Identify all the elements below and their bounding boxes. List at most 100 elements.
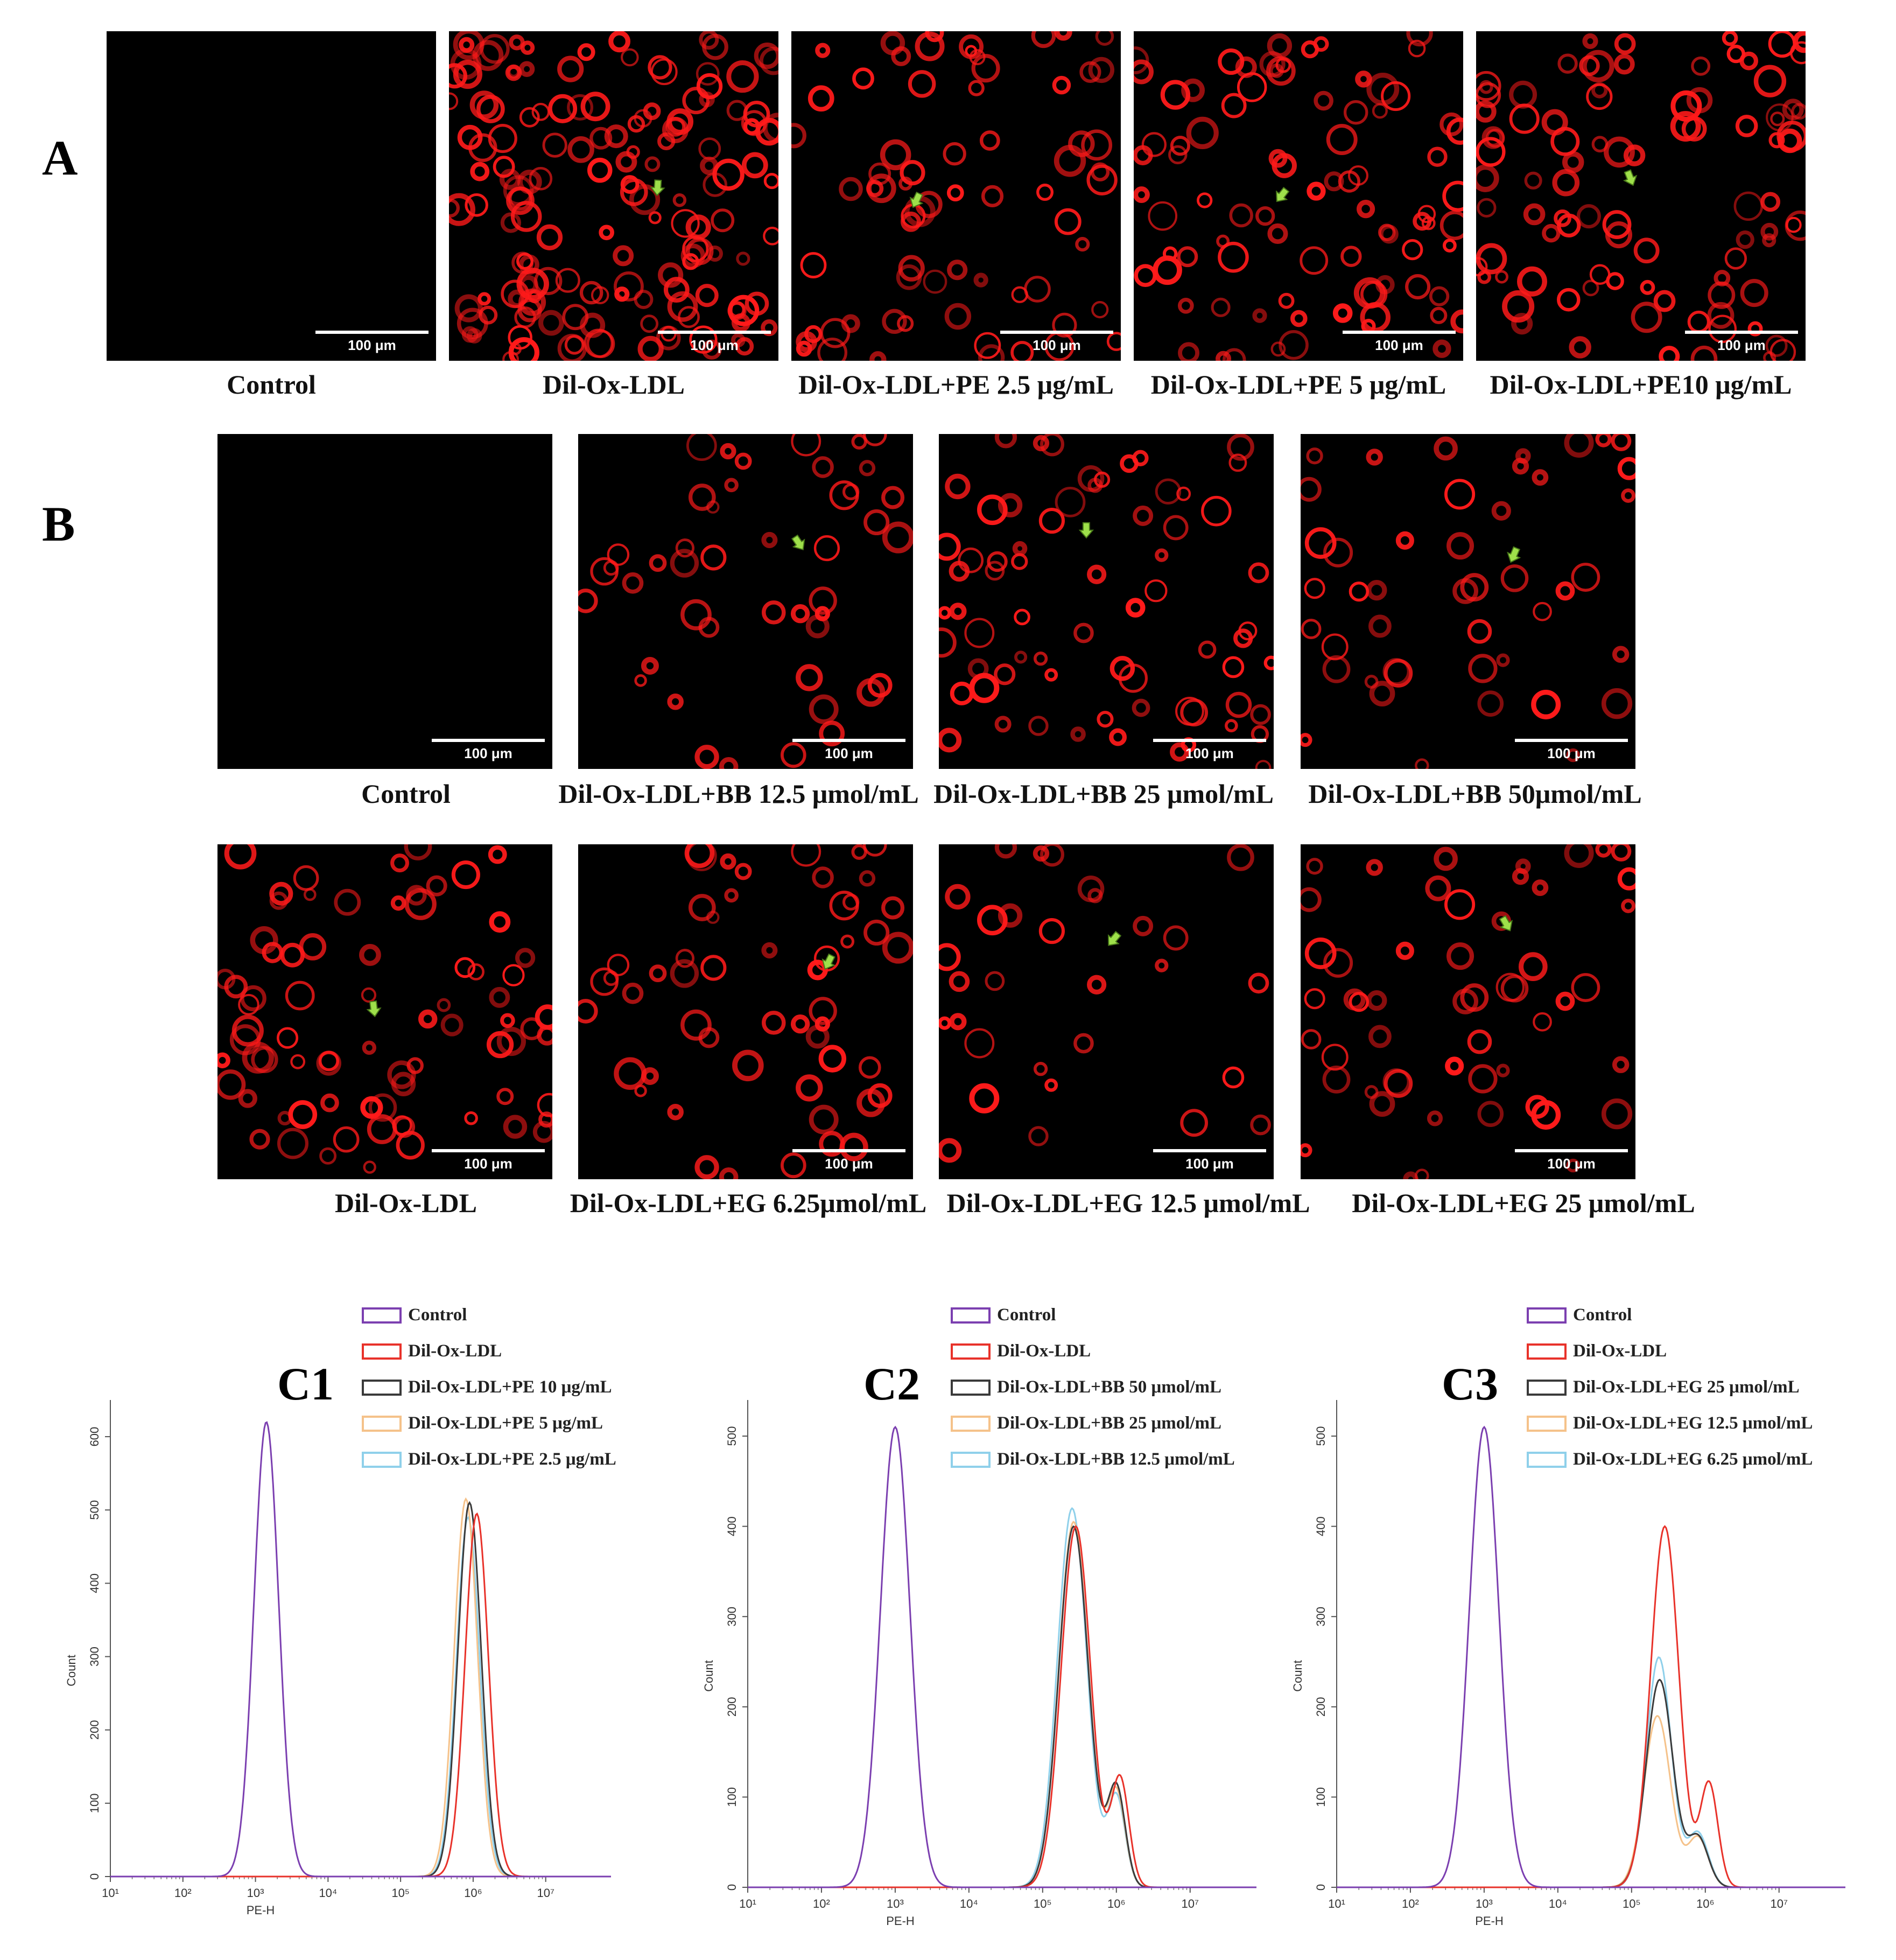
cell-blob bbox=[1509, 103, 1540, 134]
cell-blob bbox=[945, 473, 971, 500]
cell-blob bbox=[973, 272, 988, 288]
cell-blob bbox=[621, 48, 639, 67]
cell-blob bbox=[731, 333, 746, 348]
micrograph-a-5: 100 μm bbox=[1476, 31, 1806, 361]
cell-blob bbox=[1222, 656, 1245, 678]
legend-swatch bbox=[951, 1343, 991, 1360]
cell-blob bbox=[509, 34, 525, 51]
cell-blob bbox=[450, 48, 482, 80]
cell-blob bbox=[1525, 1095, 1549, 1119]
cell-blob bbox=[1445, 1056, 1464, 1076]
cell-blob bbox=[761, 319, 778, 337]
cell-blob bbox=[1052, 312, 1077, 338]
cell-blob bbox=[1582, 50, 1614, 82]
cell-blob bbox=[1500, 564, 1529, 592]
cell-blob bbox=[1477, 690, 1504, 717]
cell-blob bbox=[404, 844, 432, 860]
cell-blob bbox=[391, 1072, 416, 1097]
cell-blob bbox=[280, 942, 305, 968]
cell-blob bbox=[1417, 205, 1436, 223]
cell-blob bbox=[489, 986, 510, 1008]
cell-blob bbox=[579, 281, 603, 305]
cell-blob bbox=[700, 544, 727, 571]
cell-blob bbox=[1477, 270, 1492, 284]
cell-blob bbox=[719, 1167, 739, 1179]
cell-blob bbox=[1079, 61, 1101, 83]
cell-blob bbox=[520, 1017, 543, 1040]
cell-blob bbox=[734, 452, 752, 470]
cell-blob bbox=[440, 1013, 464, 1037]
cell-blob bbox=[1028, 1126, 1049, 1146]
cell-blob bbox=[1268, 149, 1288, 168]
y-tick-label: 200 bbox=[88, 1720, 101, 1740]
cell-blob bbox=[1612, 1056, 1630, 1073]
cell-blob bbox=[1523, 203, 1546, 226]
cell-blob bbox=[745, 291, 769, 316]
micrograph-b1-3: 100 μm bbox=[939, 434, 1274, 769]
y-tick-label: 100 bbox=[1314, 1787, 1328, 1807]
cell-blob bbox=[1087, 975, 1107, 995]
cell-blob bbox=[1442, 180, 1463, 212]
cell-blob bbox=[882, 521, 913, 554]
cell-blob bbox=[763, 227, 778, 246]
cell-blob bbox=[1576, 204, 1601, 229]
chart-id-c2: C2 bbox=[863, 1358, 921, 1410]
cell-blob bbox=[1429, 286, 1450, 306]
cell-blob bbox=[607, 954, 630, 976]
cell-blob bbox=[703, 172, 727, 197]
cell-blob bbox=[1517, 266, 1547, 297]
cell-blob bbox=[1532, 879, 1549, 896]
series-line bbox=[748, 1425, 1256, 1888]
cell-blob bbox=[809, 586, 837, 615]
cell-blob bbox=[1227, 844, 1254, 871]
cell-blob bbox=[580, 92, 610, 122]
cell-blob bbox=[1770, 111, 1785, 127]
cell-blob bbox=[680, 243, 706, 268]
cell-blob bbox=[1321, 1044, 1349, 1071]
cell-blob bbox=[479, 305, 498, 325]
cell-blob bbox=[1279, 330, 1309, 360]
cell-blob bbox=[859, 870, 876, 887]
cell-blob bbox=[682, 87, 710, 115]
cell-blob bbox=[1481, 126, 1505, 149]
cell-blob bbox=[1495, 270, 1508, 284]
cell-blob bbox=[1301, 733, 1312, 747]
cell-blob bbox=[971, 54, 1000, 83]
cell-blob bbox=[1306, 858, 1323, 875]
series-line bbox=[1337, 1525, 1845, 1888]
cell-blob bbox=[1382, 657, 1410, 685]
cell-blob bbox=[1055, 486, 1086, 517]
cell-blob bbox=[1733, 191, 1764, 221]
cell-blob bbox=[390, 895, 406, 911]
cell-blob bbox=[939, 1016, 952, 1030]
cell-blob bbox=[1132, 450, 1149, 466]
cell-blob bbox=[1290, 310, 1308, 327]
legend-swatch bbox=[951, 1380, 991, 1396]
cell-blob bbox=[269, 881, 293, 906]
legend-label: Dil-Ox-LDL+PE 10 μg/mL bbox=[408, 1377, 612, 1397]
cell-blob bbox=[994, 663, 1016, 685]
x-tick-label: 10³ bbox=[1476, 1897, 1493, 1910]
cell-blob bbox=[863, 919, 890, 946]
cell-blob bbox=[1768, 132, 1785, 149]
cell-blob bbox=[1476, 137, 1506, 167]
cell-blob bbox=[1012, 541, 1028, 556]
cell-blob bbox=[1176, 486, 1191, 501]
cell-blob bbox=[985, 971, 1005, 991]
cell-blob bbox=[670, 959, 699, 988]
arrow-icon bbox=[1507, 546, 1521, 563]
caption-a-4: Dil-Ox-LDL+PE 5 μg/mL bbox=[1150, 369, 1446, 400]
cell-blob bbox=[1324, 171, 1344, 192]
cell-blob bbox=[1395, 531, 1414, 550]
cell-blob bbox=[724, 888, 739, 903]
cell-blob bbox=[387, 1060, 416, 1089]
cell-blob bbox=[1605, 221, 1633, 249]
x-tick-label: 10⁵ bbox=[391, 1886, 410, 1900]
x-axis-label: PE-H bbox=[247, 1903, 275, 1917]
x-tick-label: 10¹ bbox=[1328, 1897, 1345, 1910]
cell-blob bbox=[1450, 309, 1463, 334]
cell-blob bbox=[1133, 915, 1154, 936]
cell-blob bbox=[1148, 201, 1178, 231]
cell-blob bbox=[1614, 33, 1636, 55]
micrograph-b1-4: 100 μm bbox=[1301, 434, 1635, 769]
